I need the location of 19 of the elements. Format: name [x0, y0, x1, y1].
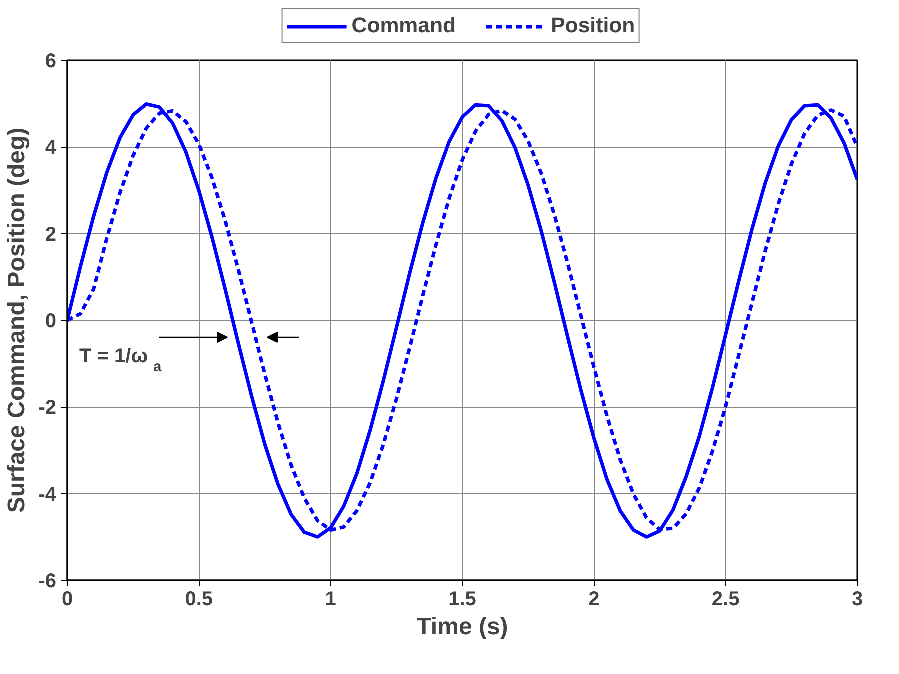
y-tick-label: 6 — [45, 50, 56, 72]
legend-label: Command — [352, 14, 456, 38]
x-tick-label: 2 — [588, 588, 600, 610]
y-tick-label: -2 — [38, 397, 57, 420]
y-tick-label: -6 — [38, 570, 57, 592]
y-tick-label: -4 — [38, 484, 58, 506]
x-tick-label: 0 — [62, 588, 74, 610]
y-axis-title: Surface Command, Position (deg) — [4, 128, 31, 514]
y-tick-label: 4 — [45, 137, 58, 160]
x-tick-label: 3 — [852, 588, 864, 610]
legend-label: Position — [551, 14, 636, 38]
x-tick-label: 1.5 — [448, 588, 476, 610]
x-axis-title: Time (s) — [416, 614, 508, 640]
y-tick-label: 0 — [45, 310, 56, 332]
x-tick-label: 1 — [325, 588, 336, 610]
x-tick-label: 0.5 — [185, 588, 214, 610]
annotation: T = 1/ωa — [80, 346, 162, 376]
y-tick-label: 2 — [45, 224, 56, 246]
x-tick-label: 2.5 — [712, 588, 740, 610]
